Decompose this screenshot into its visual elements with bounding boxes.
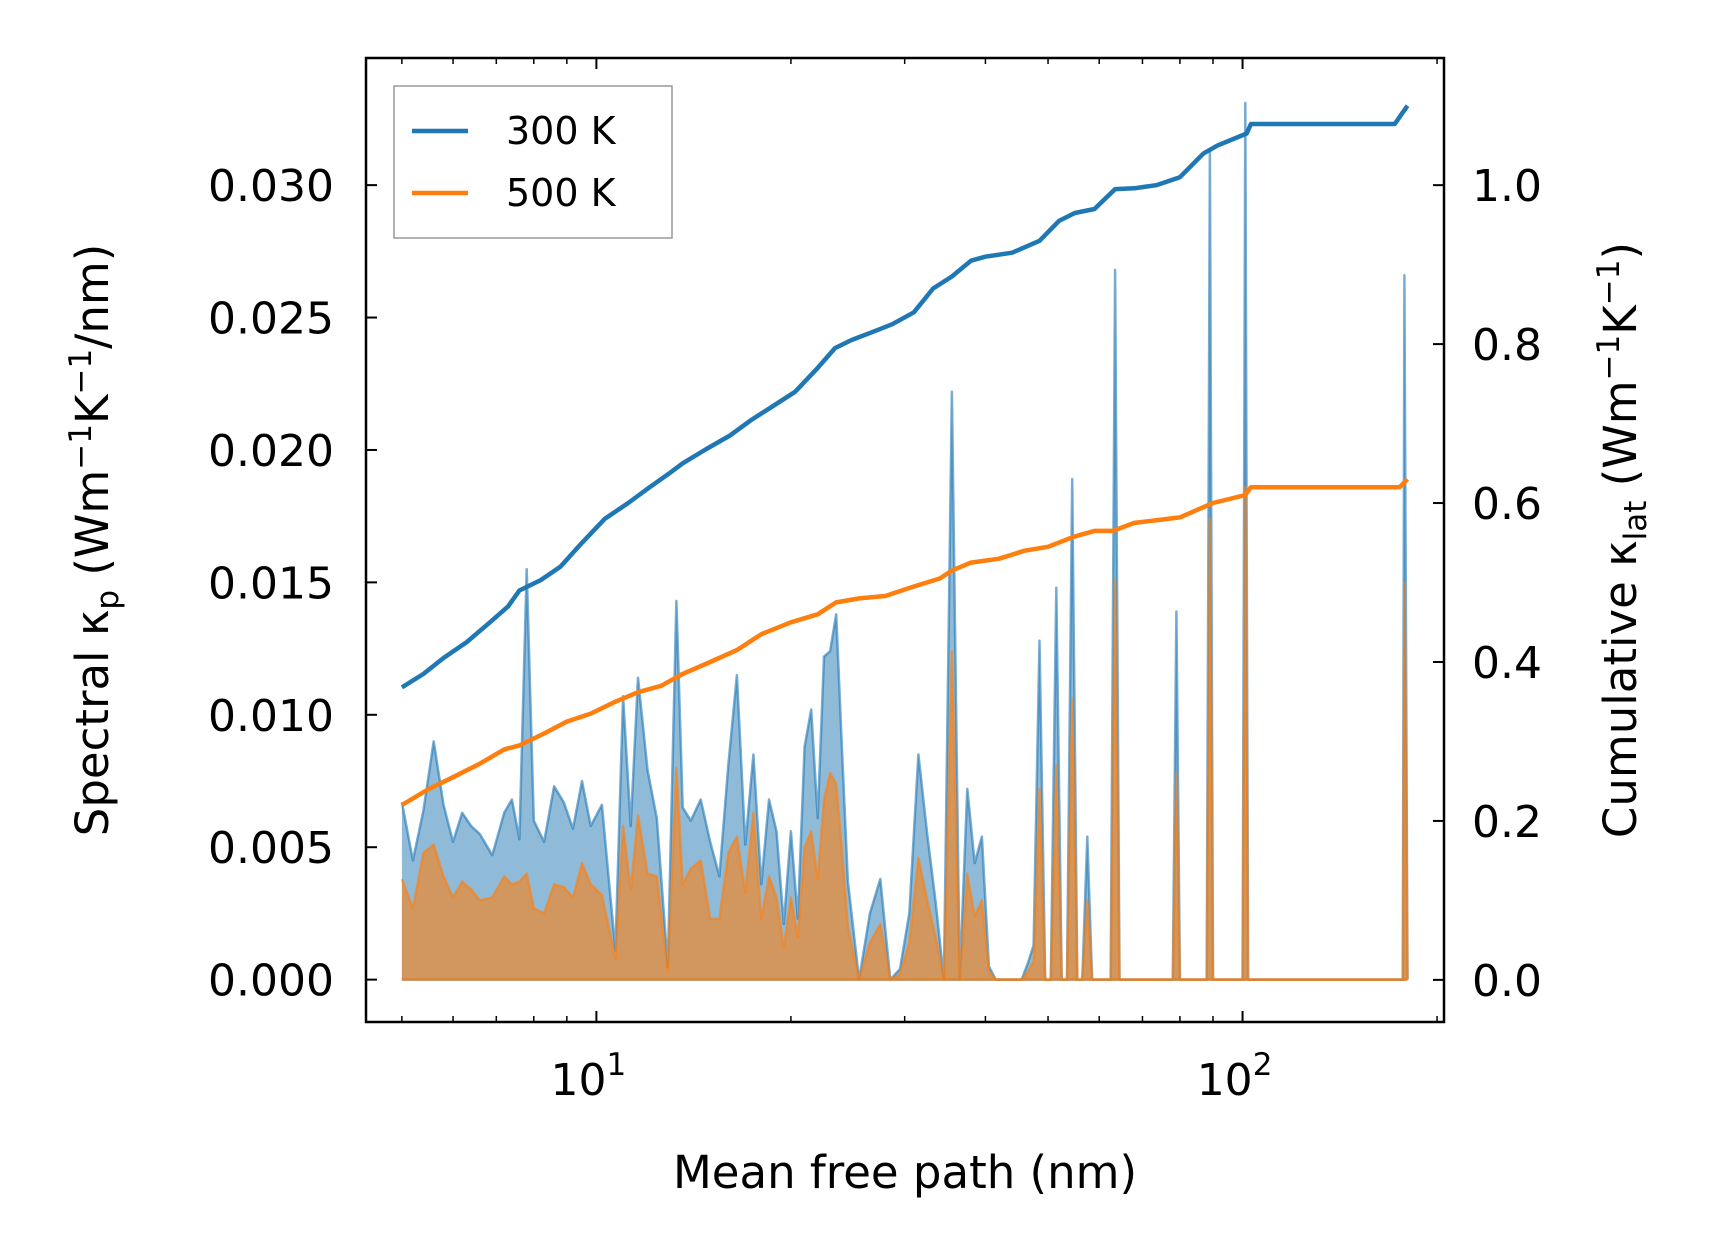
spectral-area-1 (401, 487, 1408, 980)
legend-label-500k: 500 K (506, 171, 617, 215)
x-tick-label-1: 102 (1197, 1047, 1273, 1106)
series-lines (400, 104, 1410, 807)
spectral-fills (400, 101, 1409, 981)
legend-box (393, 85, 673, 239)
y-left-tick-label-4: 0.020 (208, 426, 334, 477)
y-right-tick-label-4: 0.8 (1472, 320, 1542, 371)
y-right-tick-label-1: 0.2 (1472, 797, 1542, 848)
y-left-tick-label-6: 0.030 (208, 161, 334, 212)
y-left-tick-label-3: 0.015 (208, 558, 334, 609)
y-left-tick-label-0: 0.000 (208, 956, 334, 1007)
legend-label-300k: 300 K (506, 109, 617, 153)
y-right-tick-label-3: 0.6 (1472, 479, 1542, 530)
spectral-line-1 (400, 485, 1409, 981)
x-axis-label: Mean free path (nm) (673, 1146, 1137, 1199)
cumulative-line-1 (400, 477, 1410, 807)
tick-labels: 101 102 0.000 0.005 0.010 0.015 0.020 0.025 0.03… (208, 161, 1542, 1106)
plot-area: 101 1020.0000.0050.0100.0150.0200.0250.03… (208, 56, 1542, 1106)
axis-ticks (366, 58, 1444, 1022)
y-right-tick-label-2: 0.4 (1472, 638, 1542, 689)
legend: 300 K 500 K (393, 85, 673, 239)
x-tick-label-0: 101 (551, 1047, 627, 1106)
y-left-tick-label-5: 0.025 (208, 294, 334, 345)
y-left-tick-label-2: 0.010 (208, 691, 334, 742)
y-left-tick-label-1: 0.005 (208, 823, 334, 874)
cumulative-line-0 (400, 104, 1410, 690)
y-axis-label-right: Cumulative κlat (Wm−1K−1) (1591, 242, 1654, 838)
y-right-tick-label-0: 0.0 (1472, 956, 1542, 1007)
y-axis-label-left: Spectral κp (Wm−1K−1/nm) (63, 244, 126, 837)
y-right-tick-label-5: 1.0 (1472, 161, 1542, 212)
